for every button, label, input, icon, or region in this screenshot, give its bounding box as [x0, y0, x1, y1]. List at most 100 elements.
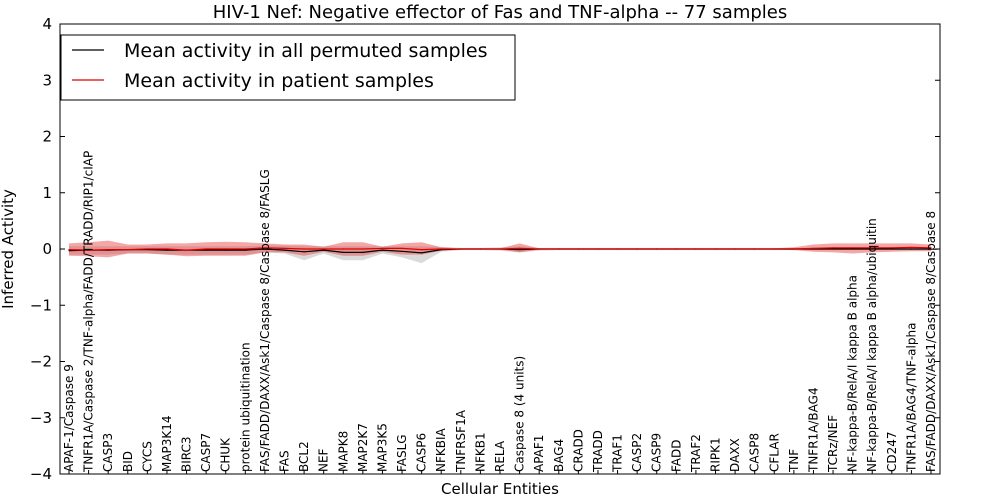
x-tick-label: RIPK1 — [709, 437, 723, 472]
x-tick-label: CHUK — [219, 437, 233, 472]
data-point — [283, 247, 286, 249]
data-point — [714, 248, 717, 250]
x-axis-ticks: APAF-1/Caspase 9 TNFR1A/Caspase 2/TNF-alp… — [62, 151, 938, 474]
y-tick-label: −3 — [30, 409, 52, 427]
x-tick-label: NF-kappa-B/RelA/I kappa B alpha — [846, 275, 860, 472]
x-tick-label: DAXX — [728, 438, 742, 472]
data-point — [401, 250, 403, 252]
y-tick-label: −4 — [30, 465, 52, 483]
y-tick-label: 2 — [42, 128, 52, 146]
data-point — [421, 252, 423, 254]
x-tick-label: TRADD — [591, 430, 605, 473]
x-tick-label: CASP8 — [748, 433, 762, 472]
x-tick-label: APAF1 — [532, 435, 546, 472]
data-point — [519, 249, 521, 251]
confidence-bands — [69, 240, 931, 264]
data-point — [832, 247, 834, 249]
data-point — [146, 248, 148, 250]
x-tick-label: CASP7 — [199, 433, 213, 472]
data-point — [754, 248, 756, 250]
data-point — [519, 247, 521, 249]
x-tick-label: CD247 — [885, 431, 899, 472]
data-point — [205, 249, 207, 251]
data-point — [342, 251, 344, 253]
data-point — [616, 248, 619, 250]
y-tick-label: −1 — [30, 296, 52, 314]
x-tick-label: CASP3 — [101, 433, 115, 472]
data-point — [107, 249, 109, 251]
data-point — [68, 250, 70, 252]
y-axis-ticks: 4 3 2 1 0 −1 −2 −3 −4 — [30, 15, 940, 483]
data-point — [558, 248, 560, 250]
x-tick-label: TNFR1A/BAG4/TNF-alpha — [904, 323, 918, 473]
data-point — [342, 248, 344, 250]
y-tick-label: 3 — [42, 71, 52, 89]
x-tick-label: CYCS — [140, 441, 154, 472]
x-tick-label: FAS — [278, 450, 292, 472]
data-point — [871, 248, 873, 250]
data-point — [68, 249, 70, 251]
x-tick-label: TNFRSF1A — [454, 409, 468, 473]
data-point — [499, 248, 501, 250]
x-tick-label: BID — [121, 451, 135, 472]
x-axis-label: Cellular Entities — [441, 480, 559, 498]
data-point — [930, 248, 932, 250]
x-tick-label: BIRC3 — [180, 436, 194, 472]
data-point — [401, 247, 403, 249]
y-tick-label: 1 — [42, 184, 52, 202]
x-tick-label: FASLG — [395, 434, 409, 472]
x-tick-label: NFKB1 — [473, 432, 487, 472]
x-tick-label: TRAF2 — [689, 434, 703, 473]
data-point — [421, 249, 423, 251]
legend: Mean activity in all permuted samples Me… — [60, 34, 516, 101]
x-tick-label: MAP2K7 — [356, 423, 370, 472]
data-point — [225, 248, 227, 250]
data-point — [832, 248, 834, 250]
data-point — [323, 249, 325, 251]
x-tick-label: TNFR1A/Caspase 2/TNF-alpha/FADD/TRADD/RI… — [82, 151, 96, 473]
data-point — [930, 247, 932, 249]
x-tick-label: TRAF1 — [611, 434, 625, 473]
x-tick-label: CFLAR — [767, 433, 781, 472]
legend-label-permuted: Mean activity in all permuted samples — [124, 40, 487, 62]
x-tick-label: CASP2 — [630, 433, 644, 472]
x-tick-label: TNF — [787, 449, 801, 473]
x-tick-label: CRADD — [571, 429, 585, 472]
x-tick-label: APAF-1/Caspase 9 — [62, 364, 76, 472]
legend-label-patient: Mean activity in patient samples — [124, 70, 434, 92]
data-point — [479, 248, 481, 250]
data-point — [244, 248, 246, 250]
x-tick-label: BCL2 — [297, 441, 311, 472]
data-point — [166, 249, 168, 251]
data-point — [910, 246, 913, 248]
data-point — [381, 249, 384, 251]
x-tick-label: MAP3K5 — [376, 423, 390, 472]
data-point — [225, 249, 227, 251]
y-tick-label: 4 — [42, 15, 52, 33]
x-tick-label: MAP3K14 — [160, 415, 174, 472]
x-tick-label: NF-kappa-B/RelA/I kappa B alpha/ubiquiti… — [865, 218, 879, 472]
data-point — [852, 247, 854, 249]
x-tick-label: TCRz/NEF — [826, 415, 840, 473]
data-point — [303, 251, 305, 253]
data-point — [891, 247, 893, 249]
x-tick-label: protein ubiquitination — [238, 342, 252, 472]
data-point — [871, 247, 873, 249]
data-point — [166, 248, 168, 250]
data-point — [323, 248, 325, 250]
x-tick-label: RELA — [493, 440, 507, 472]
x-tick-label: FADD — [669, 440, 683, 473]
data-point — [734, 248, 736, 250]
data-point — [440, 248, 442, 250]
x-tick-label: Caspase 8 (4 units) — [513, 356, 527, 472]
data-point — [538, 248, 540, 250]
data-point — [636, 248, 638, 250]
data-point — [205, 248, 207, 250]
data-point — [891, 248, 893, 250]
data-point — [362, 251, 364, 253]
x-tick-label: MAPK8 — [336, 431, 350, 472]
data-point — [264, 248, 266, 250]
data-point — [852, 248, 854, 250]
data-point — [185, 249, 188, 251]
